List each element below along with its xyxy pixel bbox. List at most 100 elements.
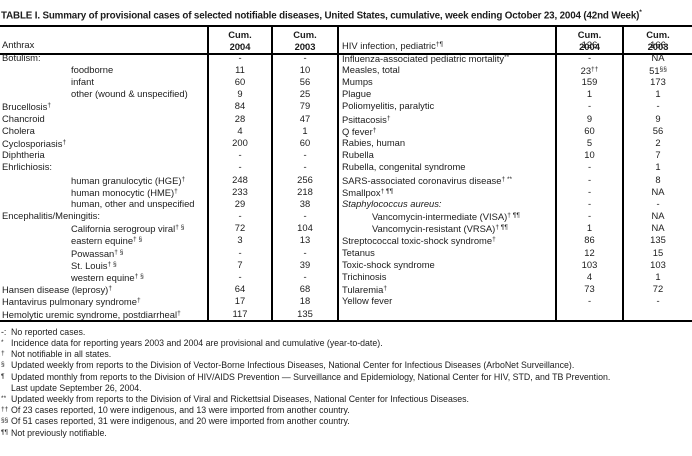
text: 68	[299, 283, 311, 295]
table-body: Cum. 2004 Cum. 2003 Anthrax - - Botulism: - -…	[0, 27, 692, 322]
text: 8	[655, 173, 661, 185]
value-cum-2004: -	[555, 173, 622, 186]
value-cum-2003	[622, 307, 692, 320]
text: Streptococcal toxic-shock syndrome	[342, 235, 493, 247]
value-cum-2003: 39	[271, 258, 337, 272]
value-cum-2004: 1	[555, 222, 622, 235]
footnote-line: Last update September 26, 2004.	[0, 383, 692, 394]
text: -	[303, 161, 307, 173]
footnote-marker: §	[1, 361, 5, 369]
text: 3	[237, 234, 243, 246]
text: SARS-associated coronavirus disease	[342, 174, 502, 186]
disease-label: Measles, total	[339, 64, 555, 76]
text: Poliomyelitis, paralytic	[342, 100, 435, 112]
right-table: Cum. 2004 Cum. 2003 HIV infection, pedia…	[339, 27, 692, 320]
value-cum-2003: -	[271, 161, 337, 174]
value-cum-2003: 79	[271, 100, 337, 113]
value-cum-2003: 166	[622, 39, 692, 52]
text: Vancomycin-intermediate (VISA)	[372, 211, 508, 223]
value-cum-2003: -	[271, 39, 337, 52]
table-title: TABLE I. Summary of provisional cases of…	[0, 0, 692, 28]
value-cum-2004: 103	[555, 258, 622, 272]
disease-label: Yellow fever	[339, 295, 555, 307]
text: -	[303, 51, 307, 63]
footnote-marker: †	[372, 126, 377, 134]
value-cum-2004: 86	[555, 234, 622, 247]
text: 1	[655, 161, 661, 173]
value-cum-2003: 56	[271, 76, 337, 89]
disease-label: Rubella	[339, 149, 555, 161]
text: 1	[302, 124, 308, 136]
value-cum-2004: 84	[207, 100, 271, 113]
footnote-marker: † §	[175, 224, 185, 232]
text: Hantavirus pulmonary syndrome	[2, 296, 137, 308]
text: Encephalitis/Meningitis:	[2, 210, 100, 222]
value-cum-2004: 4	[555, 271, 622, 284]
disease-label: Rubella, congenital syndrome	[339, 161, 555, 173]
text: other (wound & unspecified)	[71, 88, 188, 100]
text: 25	[299, 88, 311, 100]
footnote-marker: † **	[501, 175, 513, 183]
text: Trichinosis	[342, 271, 387, 283]
disease-label: Streptococcal toxic-shock syndrome†	[339, 234, 555, 246]
text: 60	[584, 124, 595, 136]
value-cum-2004: -	[207, 149, 271, 162]
value-cum-2004: -	[555, 100, 622, 113]
value-cum-2003: 9	[622, 112, 692, 125]
footnote-marker: † §	[133, 236, 143, 244]
value-cum-2004: 29	[207, 197, 271, 211]
disease-label: Diphtheria	[0, 149, 207, 161]
footnote-marker: †	[1, 350, 5, 358]
value-cum-2004: 9	[207, 88, 271, 101]
text: 1	[586, 88, 593, 100]
disease-label: Vancomycin-intermediate (VISA)† ¶¶	[339, 210, 555, 222]
text: 64	[234, 283, 246, 295]
footnote-marker: †	[62, 138, 67, 146]
disease-label: human, other and unspecified	[0, 198, 207, 210]
text: 56	[299, 76, 311, 88]
footnote-marker: † ¶¶	[507, 212, 520, 220]
value-cum-2003: 8	[622, 173, 692, 186]
value-cum-2003: NA	[622, 222, 692, 235]
footnote-marker: †¶	[435, 41, 444, 49]
disease-label: other (wound & unspecified)	[0, 88, 207, 100]
column-header-cum: Cum.	[228, 29, 252, 41]
footnote-line: * Incidence data for reporting years 2003…	[0, 338, 692, 349]
disease-label: Tularemia†	[339, 283, 555, 295]
column-header-year: 2003	[294, 41, 316, 53]
left-table-panel: Cum. 2004 Cum. 2003 Anthrax - - Botulism: - -…	[0, 27, 339, 322]
text: -	[656, 100, 660, 112]
value-cum-2003: -	[271, 271, 337, 284]
text: 135	[650, 234, 666, 246]
disease-label: Poliomyelitis, paralytic	[339, 100, 555, 112]
value-cum-2003: 68	[271, 283, 337, 296]
text: 9	[586, 112, 593, 124]
value-cum-2004: -	[207, 210, 271, 223]
text: -	[303, 246, 307, 258]
value-cum-2003: 25	[271, 88, 337, 101]
footnote-marker: †	[136, 297, 141, 305]
left-header-spacer	[0, 27, 207, 56]
value-cum-2003: -	[622, 100, 692, 113]
text: -	[656, 197, 660, 209]
text: 12	[584, 246, 595, 258]
text: Psittacosis	[342, 113, 387, 125]
text: 4	[237, 124, 243, 136]
value-cum-2004: -	[555, 51, 622, 64]
value-cum-2004: -	[555, 210, 622, 223]
text: Cyclosporiasis	[2, 137, 63, 149]
value-cum-2003: 60	[271, 136, 337, 150]
footnote-text: Not previously notifiable.	[11, 427, 107, 438]
footnote-marker: ††	[591, 65, 599, 73]
text: 256	[297, 173, 313, 185]
disease-label: western equine† §	[0, 271, 207, 283]
text: Cholera	[2, 124, 35, 136]
value-cum-2004: 23††	[555, 63, 622, 77]
value-cum-2004: -	[555, 185, 622, 198]
footnote-marker: §§	[1, 417, 9, 425]
text: Brucellosis	[2, 101, 48, 113]
footnote-marker: †	[174, 187, 178, 195]
disease-label: Cholera	[0, 125, 207, 137]
footnote-marker: † ¶¶	[380, 187, 394, 195]
